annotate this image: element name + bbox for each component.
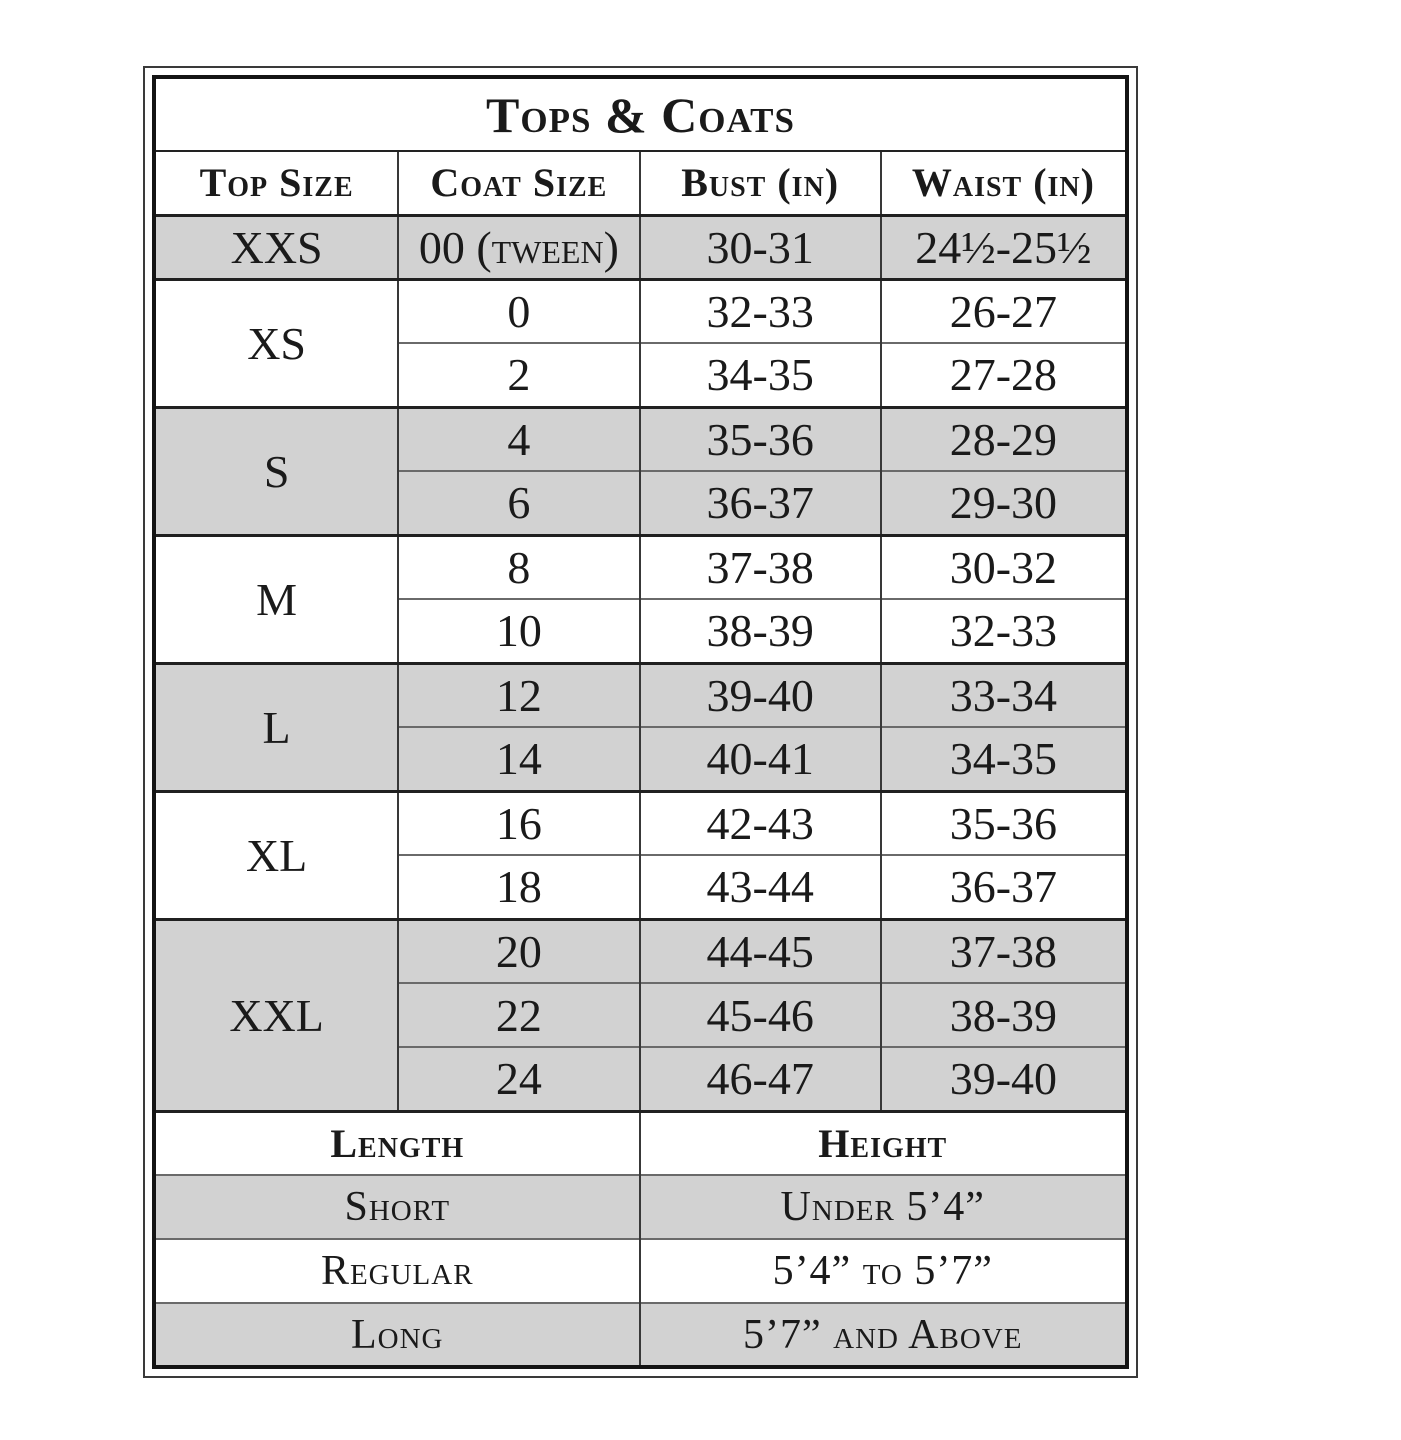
top-size-cell: S (152, 405, 400, 535)
top-size-cell: XS (152, 277, 400, 407)
column-header-coat-size: Coat Size (397, 151, 641, 217)
waist-cell: 27-28 (879, 342, 1129, 407)
height-cell: 5’7” and Above (638, 1302, 1129, 1367)
column-header-top-size: Top Size (152, 151, 400, 217)
coat-size-cell: 4 (397, 405, 641, 471)
coat-size-cell: 22 (397, 982, 641, 1047)
table-row: XL 16 42-43 35-36 (152, 789, 1129, 919)
top-size-cell: XXS (152, 213, 400, 279)
table-row: 10 38-39 32-33 (154, 598, 1129, 663)
column-header-waist: Waist (in) (879, 151, 1129, 217)
coat-size-cell: 6 (397, 470, 641, 535)
bust-cell: 32-33 (638, 277, 882, 343)
table-row: 22 45-46 38-39 (154, 982, 1129, 1047)
top-size-cell: M (152, 533, 400, 663)
table-row: S 4 35-36 28-29 (152, 405, 1129, 535)
coat-size-cell: 18 (397, 854, 641, 919)
bust-cell: 30-31 (638, 213, 882, 279)
bust-cell: 37-38 (638, 533, 882, 599)
waist-cell: 33-34 (879, 661, 1129, 727)
coat-size-cell: 24 (397, 1046, 641, 1111)
bust-cell: 35-36 (638, 405, 882, 471)
column-header-row: Top Size Coat Size Bust (in) Waist (in) (152, 151, 1129, 217)
top-size-cell: XXL (152, 917, 400, 1111)
waist-cell: 29-30 (879, 470, 1129, 535)
bust-cell: 45-46 (638, 982, 882, 1047)
bust-cell: 40-41 (638, 726, 882, 791)
waist-cell: 34-35 (879, 726, 1129, 791)
bust-cell: 38-39 (638, 598, 882, 663)
waist-cell: 24½-25½ (879, 213, 1129, 279)
waist-cell: 38-39 (879, 982, 1129, 1047)
table-row: 6 36-37 29-30 (154, 470, 1129, 535)
table-title: Tops & Coats (153, 77, 1128, 152)
coat-size-cell: 2 (397, 342, 641, 407)
length-header: Length (153, 1109, 641, 1175)
coat-size-cell: 10 (397, 598, 641, 663)
waist-cell: 39-40 (879, 1046, 1129, 1111)
length-cell: Short (153, 1174, 641, 1239)
coat-size-cell: 00 (tween) (397, 213, 641, 279)
coat-size-cell: 12 (397, 661, 641, 727)
title-row: Tops & Coats (153, 77, 1128, 152)
table-row: XXL 20 44-45 37-38 (152, 917, 1129, 1111)
waist-cell: 35-36 (879, 789, 1129, 855)
waist-cell: 37-38 (879, 917, 1129, 983)
coat-size-cell: 0 (397, 277, 641, 343)
table-row: Regular 5’4” to 5’7” (153, 1238, 1129, 1303)
table-row: 2 34-35 27-28 (154, 342, 1129, 407)
waist-cell: 28-29 (879, 405, 1129, 471)
table-row: XS 0 32-33 26-27 (152, 277, 1129, 407)
table-row: Long 5’7” and Above (153, 1302, 1129, 1367)
table-row: 14 40-41 34-35 (154, 726, 1129, 791)
waist-cell: 26-27 (879, 277, 1129, 343)
top-size-cell: XL (152, 789, 400, 919)
bust-cell: 42-43 (638, 789, 882, 855)
bust-cell: 39-40 (638, 661, 882, 727)
table-row: Short Under 5’4” (153, 1174, 1129, 1239)
length-height-header-row: Length Height (153, 1109, 1129, 1175)
bust-cell: 46-47 (638, 1046, 882, 1111)
coat-size-cell: 8 (397, 533, 641, 599)
table-row: XXS 00 (tween) 30-31 24½-25½ (152, 213, 1129, 279)
height-header: Height (638, 1109, 1129, 1175)
table-row: 24 46-47 39-40 (154, 1046, 1129, 1111)
table-row: L 12 39-40 33-34 (152, 661, 1129, 791)
height-cell: 5’4” to 5’7” (638, 1238, 1129, 1303)
top-size-cell: L (152, 661, 400, 791)
column-header-bust: Bust (in) (638, 151, 882, 217)
waist-cell: 36-37 (879, 854, 1129, 919)
waist-cell: 30-32 (879, 533, 1129, 599)
height-cell: Under 5’4” (638, 1174, 1129, 1239)
coat-size-cell: 16 (397, 789, 641, 855)
table-row: M 8 37-38 30-32 (152, 533, 1129, 663)
bust-cell: 44-45 (638, 917, 882, 983)
waist-cell: 32-33 (879, 598, 1129, 663)
size-chart-frame: Tops & Coats Top Size Coat Size Bust (in… (143, 66, 1138, 1378)
tops-coats-size-table: Tops & Coats Top Size Coat Size Bust (in… (152, 75, 1129, 1369)
bust-cell: 36-37 (638, 470, 882, 535)
bust-cell: 34-35 (638, 342, 882, 407)
length-cell: Regular (153, 1238, 641, 1303)
coat-size-cell: 14 (397, 726, 641, 791)
bust-cell: 43-44 (638, 854, 882, 919)
coat-size-cell: 20 (397, 917, 641, 983)
length-cell: Long (153, 1302, 641, 1367)
table-row: 18 43-44 36-37 (154, 854, 1129, 919)
